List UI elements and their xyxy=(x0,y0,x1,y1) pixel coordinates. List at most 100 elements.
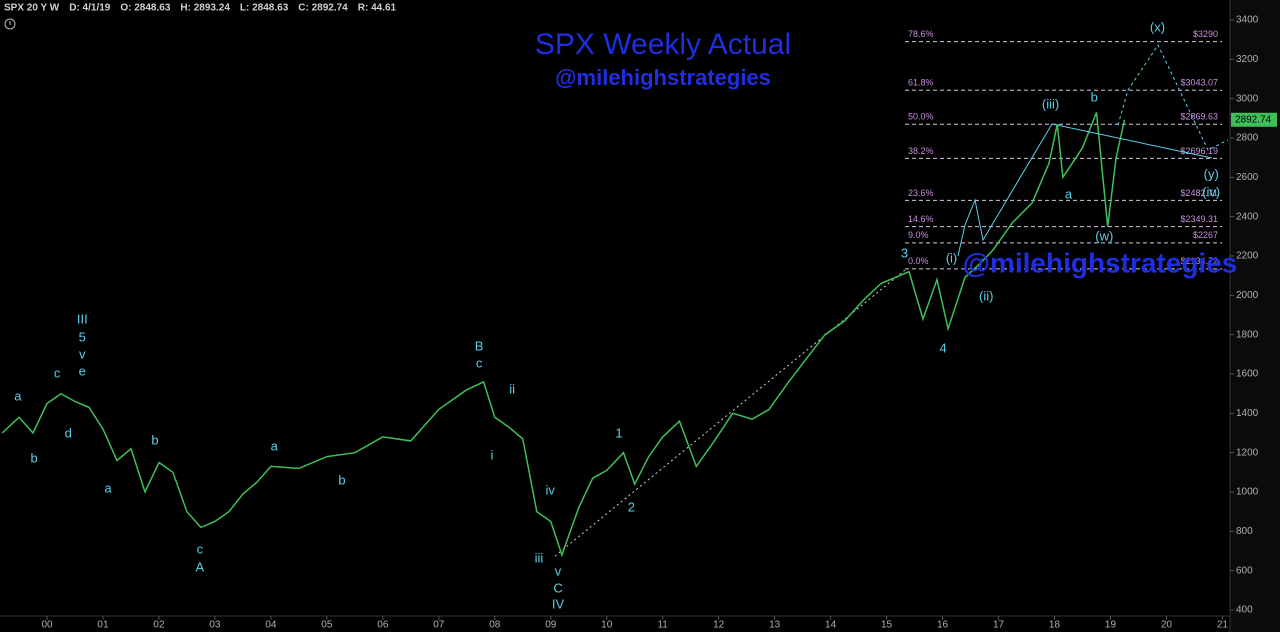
y-tick-label: 3000 xyxy=(1236,93,1259,104)
x-tick-label: 14 xyxy=(825,620,837,631)
wave-label: iv xyxy=(545,482,555,497)
wave-label: i xyxy=(491,447,494,462)
wave-label: 4 xyxy=(939,340,946,355)
wave-label: (w) xyxy=(1095,228,1113,243)
x-tick-label: 10 xyxy=(601,620,613,631)
fib-pct: 50.0% xyxy=(908,112,934,122)
fib-pct: 9.0% xyxy=(908,230,929,240)
x-tick-label: 18 xyxy=(1049,620,1061,631)
y-tick-label: 2400 xyxy=(1236,211,1259,222)
y-tick-label: 1800 xyxy=(1236,329,1259,340)
y-tick-label: 3200 xyxy=(1236,54,1259,65)
x-tick-label: 17 xyxy=(993,620,1005,631)
fib-price: $3290 xyxy=(1193,29,1218,39)
price-axis-bg xyxy=(1230,0,1280,632)
fib-pct: 0.0% xyxy=(908,256,929,266)
wave-label: (i) xyxy=(946,250,958,265)
y-tick-label: 600 xyxy=(1236,565,1253,576)
fib-price: $2482.71 xyxy=(1180,188,1218,198)
last-price-box xyxy=(1231,112,1277,127)
wave-label: (iii) xyxy=(1042,96,1059,111)
settings-icon[interactable] xyxy=(4,18,16,30)
header-item: O: 2848.63 xyxy=(120,3,170,14)
wave-label: ii xyxy=(509,381,515,396)
fib-price: $2869.63 xyxy=(1180,112,1218,122)
fib-price: $2267 xyxy=(1193,230,1218,240)
wave-label: a xyxy=(271,438,279,453)
header-item: R: 44.61 xyxy=(358,3,397,14)
x-tick-label: 16 xyxy=(937,620,949,631)
annotations: abcdev5IIIabcAabcBiiiiviiivCIV1234(i)(ii… xyxy=(14,20,1220,612)
wave-label: c xyxy=(54,365,61,380)
y-tick-label: 2000 xyxy=(1236,290,1259,301)
x-tick-label: 19 xyxy=(1105,620,1117,631)
wave-drawing xyxy=(957,123,1213,257)
projection-drawing xyxy=(1117,43,1229,151)
x-tick-label: 13 xyxy=(769,620,781,631)
wave-label: v xyxy=(555,563,562,578)
last-price-label: 2892.74 xyxy=(1235,114,1272,125)
wave-label: b xyxy=(31,450,38,465)
header-item: L: 2848.63 xyxy=(240,3,289,14)
fib-pct: 14.6% xyxy=(908,214,934,224)
x-tick-label: 02 xyxy=(153,620,165,631)
wave-label: III xyxy=(77,311,88,326)
fib-price: $2696.19 xyxy=(1180,146,1218,156)
chart-subtitle: @milehighstrategies xyxy=(555,65,771,90)
wave-label: (x) xyxy=(1150,20,1165,35)
wave-label: (iv) xyxy=(1202,185,1220,200)
wave-label: 5 xyxy=(79,329,86,344)
plot xyxy=(1,112,1126,558)
wave-label: a xyxy=(104,480,112,495)
wave-label: d xyxy=(65,425,72,440)
chart-title: SPX Weekly Actual xyxy=(535,28,791,61)
x-tick-label: 07 xyxy=(433,620,445,631)
header-item: SPX 20 Y W xyxy=(4,3,60,14)
header-item: D: 4/1/19 xyxy=(69,3,111,14)
header-item: H: 2893.24 xyxy=(180,3,230,14)
x-tick-label: 21 xyxy=(1217,620,1229,631)
wave-label: b xyxy=(338,472,345,487)
header: SPX 20 Y W D: 4/1/19 O: 2848.63 H: 2893.24 L… xyxy=(4,3,397,14)
x-tick-label: 01 xyxy=(97,620,109,631)
y-tick-label: 400 xyxy=(1236,605,1253,616)
x-tick-label: 08 xyxy=(489,620,501,631)
x-tick-label: 00 xyxy=(41,620,53,631)
fib-price: $3043.07 xyxy=(1180,78,1218,88)
wave-label: 3 xyxy=(901,245,908,260)
wave-label: a xyxy=(1065,186,1073,201)
fib-price: $2134.72 xyxy=(1180,256,1218,266)
y-tick-label: 2200 xyxy=(1236,251,1259,262)
fib-price: $2349.31 xyxy=(1180,214,1218,224)
x-tick-label: 03 xyxy=(209,620,221,631)
wave-label: b xyxy=(151,433,158,448)
wave-label: B xyxy=(475,338,484,353)
wave-label: (ii) xyxy=(979,288,993,303)
wave-label: IV xyxy=(552,597,565,612)
x-tick-label: 09 xyxy=(545,620,557,631)
x-tick-label: 20 xyxy=(1161,620,1173,631)
watermark: @milehighstrategies xyxy=(963,247,1238,278)
wave-label: c xyxy=(476,355,483,370)
y-tick-label: 3400 xyxy=(1236,15,1259,26)
fib-pct: 23.6% xyxy=(908,188,934,198)
fib-pct: 78.6% xyxy=(908,29,934,39)
y-tick-label: 1400 xyxy=(1236,408,1259,419)
y-tick-label: 1600 xyxy=(1236,369,1259,380)
x-tick-label: 12 xyxy=(713,620,725,631)
x-tick-label: 04 xyxy=(265,620,277,631)
fib-pct: 38.2% xyxy=(908,146,934,156)
wave-label: b xyxy=(1091,90,1098,105)
wave-label: c xyxy=(197,541,204,556)
y-tick-label: 2800 xyxy=(1236,133,1259,144)
wave-label: v xyxy=(79,346,86,361)
wave-label: iii xyxy=(535,551,544,566)
price-line xyxy=(1,112,1126,558)
wave-label: a xyxy=(14,388,22,403)
y-tick-label: 800 xyxy=(1236,526,1253,537)
wave-label: (y) xyxy=(1204,166,1219,181)
x-tick-label: 05 xyxy=(321,620,333,631)
wave-label: 1 xyxy=(615,425,622,440)
